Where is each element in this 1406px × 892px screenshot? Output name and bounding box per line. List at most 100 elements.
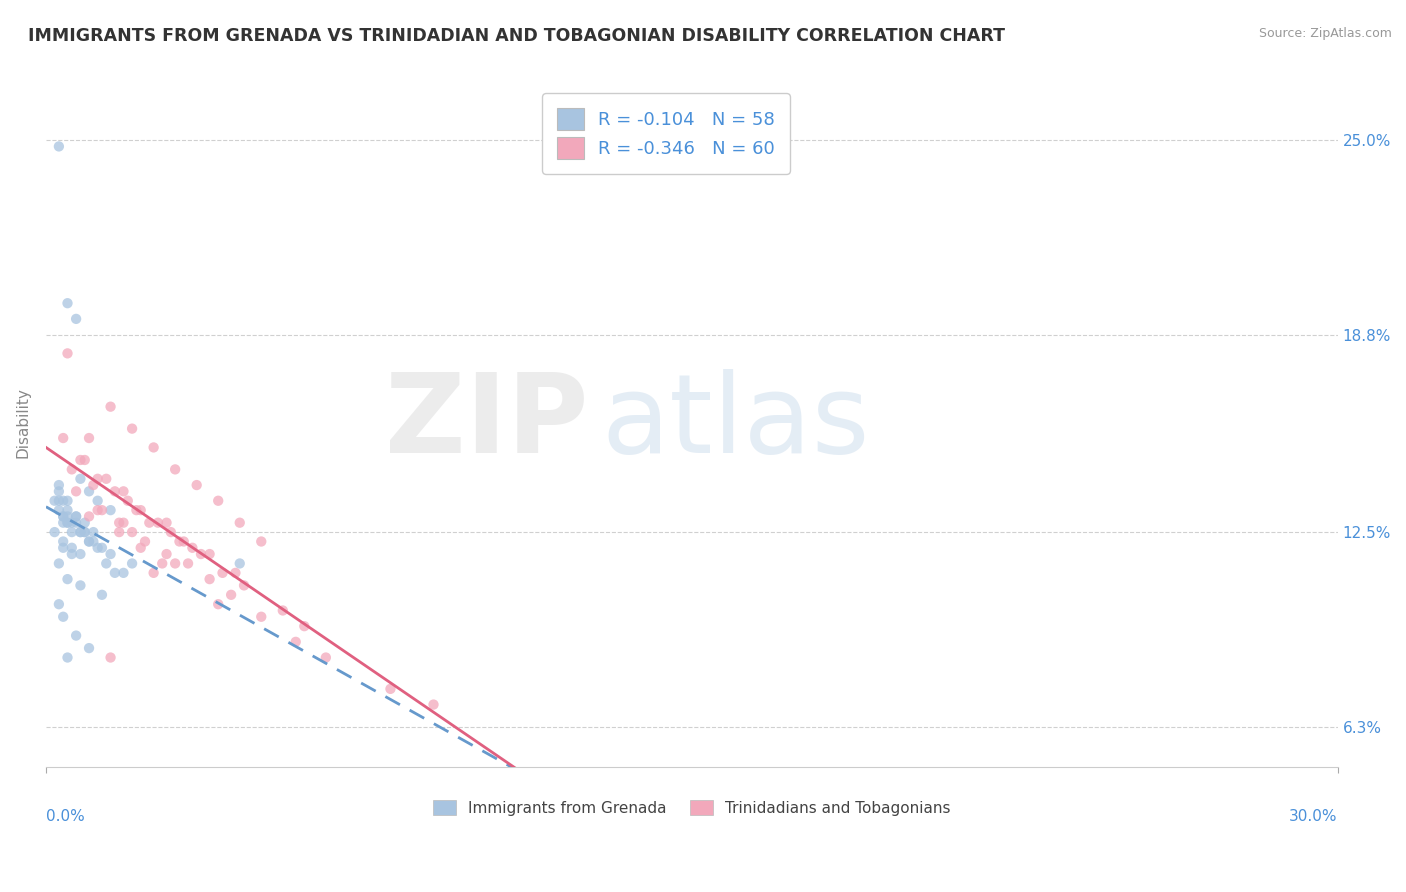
Point	[73, 453, 96, 467]
Point	[65, 311, 87, 326]
Point	[177, 557, 200, 571]
Point	[146, 516, 169, 530]
Point	[91, 541, 114, 555]
Point	[52, 509, 75, 524]
Point	[65, 629, 87, 643]
Point	[48, 478, 70, 492]
Point	[142, 441, 165, 455]
Text: 0.0%: 0.0%	[46, 809, 84, 823]
Point	[60, 516, 83, 530]
Point	[69, 472, 91, 486]
Point	[69, 547, 91, 561]
Point	[73, 516, 96, 530]
Point	[108, 516, 131, 530]
Text: 30.0%: 30.0%	[1289, 809, 1337, 823]
Point	[69, 578, 91, 592]
Point	[65, 509, 87, 524]
Point	[207, 597, 229, 611]
Point	[69, 453, 91, 467]
Point	[422, 698, 444, 712]
Legend: R = -0.104   N = 58, R = -0.346   N = 60: R = -0.104 N = 58, R = -0.346 N = 60	[543, 94, 790, 174]
Point	[229, 557, 252, 571]
Point	[186, 478, 208, 492]
Point	[60, 547, 83, 561]
Point	[52, 509, 75, 524]
Point	[56, 650, 79, 665]
Point	[86, 503, 108, 517]
Point	[77, 534, 100, 549]
Point	[198, 547, 221, 561]
Point	[233, 578, 256, 592]
Point	[52, 493, 75, 508]
Point	[219, 588, 242, 602]
Point	[52, 431, 75, 445]
Point	[207, 493, 229, 508]
Point	[198, 572, 221, 586]
Point	[165, 462, 187, 476]
Point	[56, 516, 79, 530]
Text: ZIP: ZIP	[385, 369, 589, 475]
Point	[100, 650, 122, 665]
Point	[52, 534, 75, 549]
Point	[96, 472, 118, 486]
Point	[77, 431, 100, 445]
Point	[112, 516, 135, 530]
Point	[292, 619, 315, 633]
Point	[48, 503, 70, 517]
Point	[82, 478, 104, 492]
Point	[52, 516, 75, 530]
Point	[112, 566, 135, 580]
Point	[77, 484, 100, 499]
Point	[112, 484, 135, 499]
Point	[380, 681, 402, 696]
Point	[73, 525, 96, 540]
Point	[96, 557, 118, 571]
Point	[224, 566, 246, 580]
Point	[82, 534, 104, 549]
Point	[56, 572, 79, 586]
Point	[56, 493, 79, 508]
Y-axis label: Disability: Disability	[15, 387, 30, 458]
Point	[271, 603, 294, 617]
Point	[86, 541, 108, 555]
Point	[69, 525, 91, 540]
Point	[69, 525, 91, 540]
Point	[48, 493, 70, 508]
Point	[44, 493, 66, 508]
Point	[91, 588, 114, 602]
Point	[77, 509, 100, 524]
Point	[100, 503, 122, 517]
Point	[138, 516, 160, 530]
Point	[250, 609, 273, 624]
Point	[160, 525, 183, 540]
Point	[165, 557, 187, 571]
Point	[229, 516, 252, 530]
Point	[284, 635, 307, 649]
Point	[52, 609, 75, 624]
Point	[56, 509, 79, 524]
Point	[60, 541, 83, 555]
Point	[173, 534, 195, 549]
Point	[315, 650, 337, 665]
Point	[150, 557, 173, 571]
Point	[48, 484, 70, 499]
Point	[82, 525, 104, 540]
Point	[121, 525, 143, 540]
Point	[48, 139, 70, 153]
Point	[250, 534, 273, 549]
Point	[129, 541, 152, 555]
Point	[86, 472, 108, 486]
Point	[48, 557, 70, 571]
Point	[129, 503, 152, 517]
Point	[56, 296, 79, 310]
Point	[104, 484, 127, 499]
Text: atlas: atlas	[602, 369, 870, 475]
Point	[117, 493, 139, 508]
Point	[190, 547, 212, 561]
Point	[125, 503, 148, 517]
Point	[100, 547, 122, 561]
Point	[65, 509, 87, 524]
Point	[100, 400, 122, 414]
Point	[60, 462, 83, 476]
Point	[73, 525, 96, 540]
